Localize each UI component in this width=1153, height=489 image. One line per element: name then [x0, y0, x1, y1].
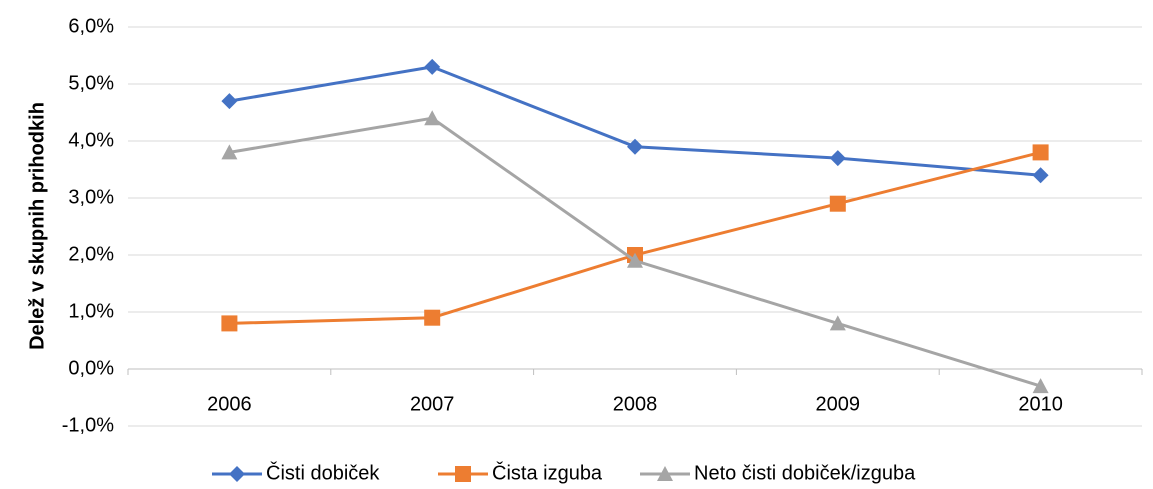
y-tick-label: 4,0% — [68, 129, 114, 151]
y-tick-label: 5,0% — [68, 72, 114, 94]
marker — [1032, 144, 1049, 161]
y-tick-label: 1,0% — [68, 300, 114, 322]
marker — [424, 58, 441, 75]
series-line — [229, 150, 1041, 325]
y-tick-label: 6,0% — [68, 15, 114, 37]
legend-label: Čista izguba — [492, 461, 603, 484]
x-tick-label: 2008 — [613, 393, 658, 415]
x-tick-label: 2009 — [816, 393, 861, 415]
marker — [829, 150, 846, 167]
marker — [424, 309, 441, 326]
marker — [221, 93, 238, 110]
marker — [627, 138, 643, 155]
marker — [1032, 378, 1049, 394]
marker — [221, 144, 238, 160]
marker — [657, 466, 673, 481]
legend-marker — [229, 466, 245, 482]
marker — [221, 315, 238, 332]
x-tick-label: 2010 — [1018, 393, 1063, 415]
marker — [1032, 167, 1049, 184]
y-tick-label: 2,0% — [68, 243, 114, 265]
marker — [829, 195, 846, 212]
marker — [424, 110, 441, 126]
x-tick-label: 2006 — [207, 393, 252, 415]
legend-marker — [657, 466, 673, 481]
legend-label: Čisti dobiček — [266, 461, 380, 484]
legend-label: Neto čisti dobiček/izguba — [694, 462, 916, 484]
y-tick-label: -1,0% — [62, 414, 114, 436]
marker — [627, 252, 643, 268]
x-tick-label: 2007 — [410, 393, 455, 415]
series-line — [229, 65, 1041, 177]
legend-marker — [455, 466, 471, 482]
y-tick-label: 3,0% — [68, 186, 114, 208]
marker — [229, 466, 245, 482]
marker — [829, 315, 846, 331]
y-axis-title: Delež v skupnih prihodkih — [26, 102, 48, 350]
y-tick-label: 0,0% — [68, 357, 114, 379]
marker — [455, 466, 471, 482]
